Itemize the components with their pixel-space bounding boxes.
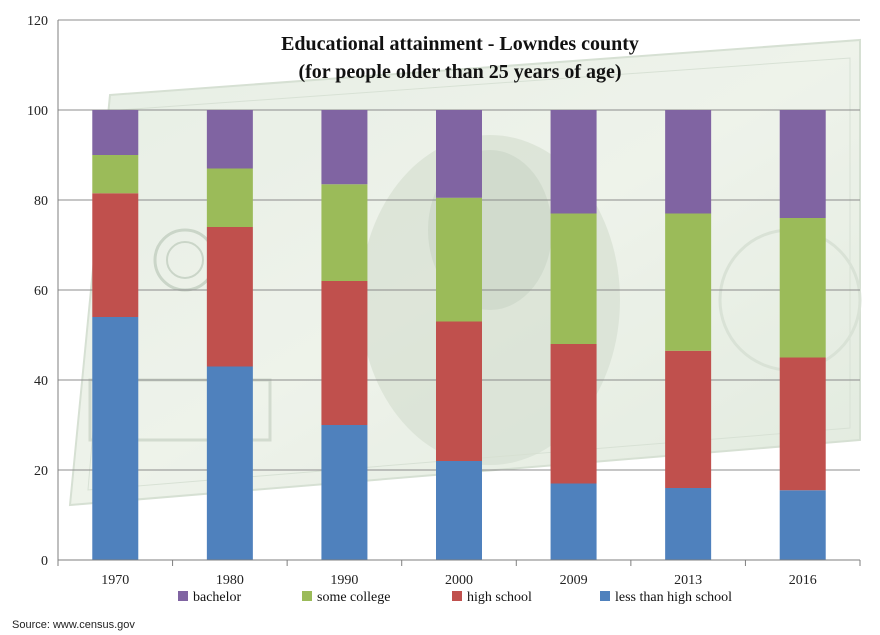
legend-swatch: [452, 591, 462, 601]
y-tick-label: 60: [34, 284, 48, 299]
legend-label: less than high school: [615, 590, 732, 605]
x-tick-labels: 1970 1980 1990 2000 2009 2013 2016: [101, 573, 816, 588]
x-tick-label: 1970: [101, 573, 129, 588]
legend-label: high school: [467, 590, 532, 605]
bar-less-than-high-school-2016: [779, 490, 826, 560]
axes-group: [57, 20, 861, 566]
bar-high-school-1980: [206, 227, 253, 367]
y-tick-label: 100: [27, 104, 48, 119]
y-tick-label: 80: [34, 194, 48, 209]
bar-bachelor-1980: [206, 110, 253, 169]
y-tick-label: 120: [27, 14, 48, 29]
bar-high-school-1970: [92, 193, 139, 317]
bar-some-college-2000: [436, 197, 482, 322]
bar-bachelor-2013: [665, 110, 712, 214]
x-tick-label: 2009: [560, 573, 588, 588]
bar-less-than-high-school-2000: [436, 461, 482, 560]
y-tick-label: 40: [34, 374, 48, 389]
bar-some-college-1990: [321, 184, 368, 281]
y-tick-label: 20: [34, 464, 48, 479]
x-tick-label: 1990: [330, 573, 358, 588]
legend-swatch: [600, 591, 610, 601]
bar-less-than-high-school-1990: [321, 425, 368, 560]
y-tick-labels: 0 20 40 60 80 100 120: [27, 14, 48, 569]
bar-bachelor-2016: [779, 110, 826, 218]
bar-less-than-high-school-1980: [206, 366, 253, 560]
bar-high-school-2000: [436, 321, 482, 461]
chart-title-line-2: (for people older than 25 years of age): [298, 61, 621, 83]
x-tick-label: 1980: [216, 573, 244, 588]
source-note: Source: www.census.gov: [12, 619, 135, 631]
bar-high-school-2013: [665, 350, 712, 488]
bar-some-college-1970: [92, 155, 139, 194]
bar-less-than-high-school-1970: [92, 317, 139, 560]
chart-title-line-1: Educational attainment - Lowndes county: [281, 33, 639, 55]
bar-bachelor-1970: [92, 110, 139, 155]
legend-swatch: [302, 591, 312, 601]
bar-high-school-1990: [321, 281, 368, 425]
legend: bachelor some college high school less than…: [178, 590, 732, 605]
bar-bachelor-2009: [550, 110, 597, 214]
x-tick-label: 2013: [674, 573, 702, 588]
bar-less-than-high-school-2013: [665, 488, 712, 560]
bar-high-school-2009: [550, 344, 597, 484]
bar-bachelor-1990: [321, 110, 368, 185]
bar-high-school-2016: [779, 357, 826, 491]
legend-swatch: [178, 591, 188, 601]
bar-some-college-2013: [665, 213, 712, 351]
bar-less-than-high-school-2009: [550, 483, 597, 560]
bar-some-college-2009: [550, 213, 597, 344]
bar-bachelor-2000: [436, 110, 482, 198]
legend-label: bachelor: [193, 590, 242, 605]
bar-some-college-1980: [206, 168, 253, 227]
y-tick-label: 0: [41, 554, 48, 569]
legend-label: some college: [317, 590, 390, 605]
bars-group: [92, 110, 826, 560]
x-tick-label: 2016: [789, 573, 817, 588]
bar-some-college-2016: [779, 218, 826, 358]
x-tick-label: 2000: [445, 573, 473, 588]
